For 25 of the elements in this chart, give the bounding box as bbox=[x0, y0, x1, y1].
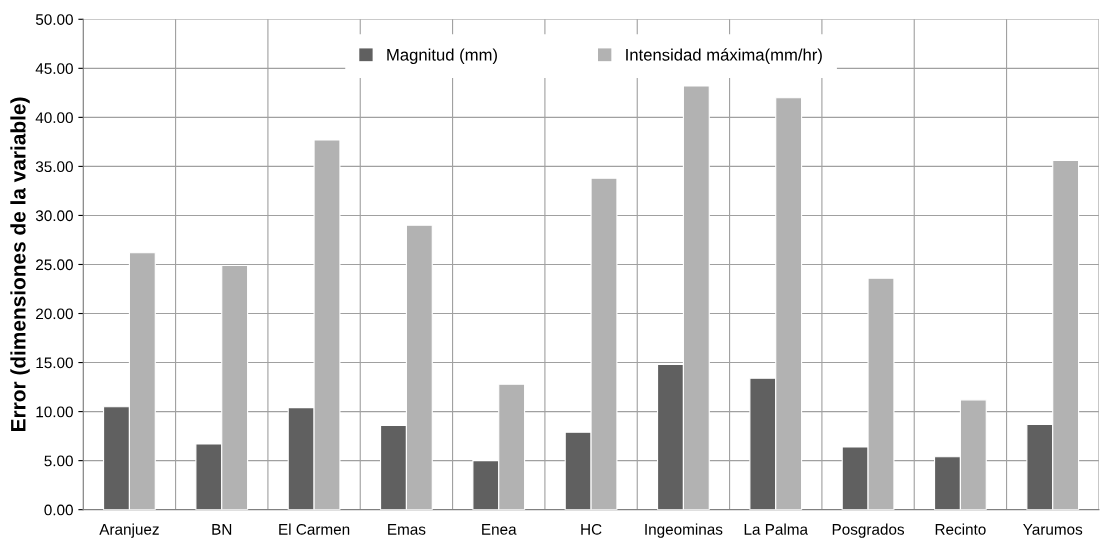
y-tick-label: 50.00 bbox=[35, 14, 73, 25]
y-tick-label: 25.00 bbox=[36, 259, 73, 271]
legend-label: Intensidad máxima(mm/hr) bbox=[626, 48, 822, 65]
y-tick-label: 35.00 bbox=[35, 161, 73, 173]
y-tick-label: 0.00 bbox=[44, 504, 73, 516]
x-tick-label: BN bbox=[212, 524, 232, 535]
y-tick-label: 15.00 bbox=[36, 357, 73, 369]
x-tick-label: La Palma bbox=[744, 523, 809, 535]
y-tick-label: 40.00 bbox=[35, 112, 73, 124]
x-tick-label: Recinto bbox=[935, 523, 986, 535]
x-tick-label: Aranjuez bbox=[99, 523, 159, 538]
x-tick-label: Ingeominas bbox=[645, 523, 723, 538]
y-tick-label: 20.00 bbox=[36, 308, 73, 320]
y-tick-label: 10.00 bbox=[36, 406, 73, 418]
y-axis-title: Error (dimensiones de la variable) bbox=[10, 97, 30, 431]
y-tick-label: 30.00 bbox=[35, 210, 73, 222]
x-tick-label: Yarumos bbox=[1023, 524, 1083, 535]
legend-label: Magnitud (mm) bbox=[387, 48, 497, 65]
x-tick-label: Emas bbox=[388, 524, 426, 535]
x-tick-label: El Carmen bbox=[279, 523, 350, 535]
x-tick-label: Enea bbox=[482, 524, 517, 535]
y-tick-label: 45.00 bbox=[35, 63, 73, 75]
y-tick-label: 5.00 bbox=[44, 455, 73, 467]
x-tick-label: Posgrados bbox=[832, 523, 905, 538]
x-tick-label: HC bbox=[581, 523, 602, 535]
